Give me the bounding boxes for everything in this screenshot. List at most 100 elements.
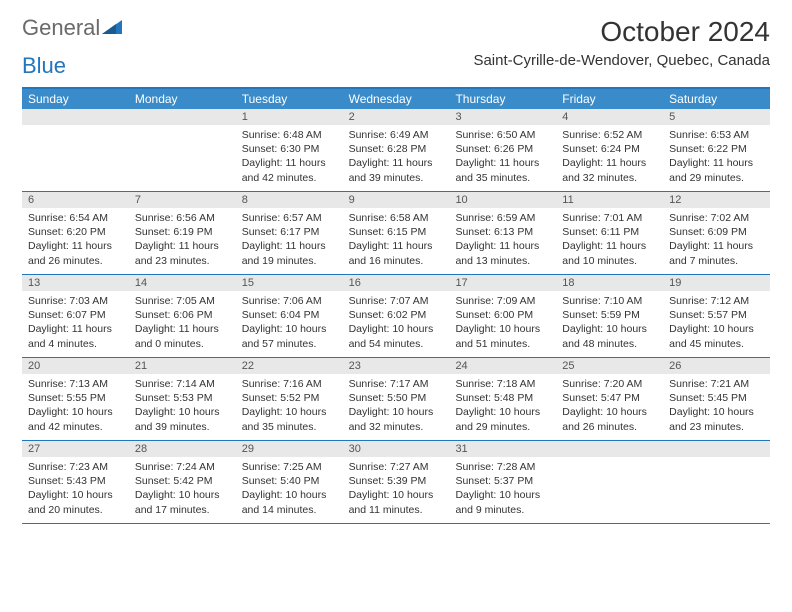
day-number: 27 [22,441,129,457]
day-cell: 19Sunrise: 7:12 AMSunset: 5:57 PMDayligh… [663,275,770,357]
sunrise: Sunrise: 7:21 AM [669,377,764,391]
day-cell: 6Sunrise: 6:54 AMSunset: 6:20 PMDaylight… [22,192,129,274]
daylight: Daylight: 11 hours and 19 minutes. [242,239,337,267]
day-number: 21 [129,358,236,374]
sunrise: Sunrise: 7:07 AM [349,294,444,308]
sunset: Sunset: 5:37 PM [455,474,550,488]
day-data: Sunrise: 7:16 AMSunset: 5:52 PMDaylight:… [236,374,343,440]
day-cell: 2Sunrise: 6:49 AMSunset: 6:28 PMDaylight… [343,109,450,191]
day-data: Sunrise: 6:48 AMSunset: 6:30 PMDaylight:… [236,125,343,191]
daylight: Daylight: 10 hours and 14 minutes. [242,488,337,516]
day-cell: 17Sunrise: 7:09 AMSunset: 6:00 PMDayligh… [449,275,556,357]
day-data: Sunrise: 6:50 AMSunset: 6:26 PMDaylight:… [449,125,556,191]
day-cell [556,441,663,523]
daylight: Daylight: 10 hours and 51 minutes. [455,322,550,350]
day-data: Sunrise: 6:56 AMSunset: 6:19 PMDaylight:… [129,208,236,274]
daylight: Daylight: 11 hours and 29 minutes. [669,156,764,184]
daylight: Daylight: 11 hours and 7 minutes. [669,239,764,267]
day-cell: 15Sunrise: 7:06 AMSunset: 6:04 PMDayligh… [236,275,343,357]
sunset: Sunset: 6:20 PM [28,225,123,239]
sunset: Sunset: 5:53 PM [135,391,230,405]
day-number: 20 [22,358,129,374]
sunset: Sunset: 5:50 PM [349,391,444,405]
day-number: 17 [449,275,556,291]
day-cell: 13Sunrise: 7:03 AMSunset: 6:07 PMDayligh… [22,275,129,357]
daylight: Daylight: 11 hours and 42 minutes. [242,156,337,184]
daylight: Daylight: 10 hours and 45 minutes. [669,322,764,350]
day-data: Sunrise: 7:20 AMSunset: 5:47 PMDaylight:… [556,374,663,440]
day-data: Sunrise: 7:01 AMSunset: 6:11 PMDaylight:… [556,208,663,274]
sunset: Sunset: 6:13 PM [455,225,550,239]
sunset: Sunset: 5:47 PM [562,391,657,405]
day-cell: 18Sunrise: 7:10 AMSunset: 5:59 PMDayligh… [556,275,663,357]
day-cell [663,441,770,523]
sunrise: Sunrise: 7:01 AM [562,211,657,225]
day-number: 16 [343,275,450,291]
daylight: Daylight: 11 hours and 23 minutes. [135,239,230,267]
daylight: Daylight: 10 hours and 11 minutes. [349,488,444,516]
day-cell: 5Sunrise: 6:53 AMSunset: 6:22 PMDaylight… [663,109,770,191]
month-title: October 2024 [473,16,770,48]
day-number: 24 [449,358,556,374]
day-cell: 29Sunrise: 7:25 AMSunset: 5:40 PMDayligh… [236,441,343,523]
day-number-empty [129,109,236,125]
day-data: Sunrise: 7:28 AMSunset: 5:37 PMDaylight:… [449,457,556,523]
sunrise: Sunrise: 7:17 AM [349,377,444,391]
sunrise: Sunrise: 7:05 AM [135,294,230,308]
day-number: 29 [236,441,343,457]
sunrise: Sunrise: 6:50 AM [455,128,550,142]
sunrise: Sunrise: 6:57 AM [242,211,337,225]
sunrise: Sunrise: 6:48 AM [242,128,337,142]
day-number: 9 [343,192,450,208]
sunset: Sunset: 6:09 PM [669,225,764,239]
sunset: Sunset: 5:40 PM [242,474,337,488]
day-data: Sunrise: 7:14 AMSunset: 5:53 PMDaylight:… [129,374,236,440]
sunset: Sunset: 6:02 PM [349,308,444,322]
day-cell: 10Sunrise: 6:59 AMSunset: 6:13 PMDayligh… [449,192,556,274]
day-data: Sunrise: 6:58 AMSunset: 6:15 PMDaylight:… [343,208,450,274]
sunset: Sunset: 6:24 PM [562,142,657,156]
sunset: Sunset: 6:15 PM [349,225,444,239]
day-number: 8 [236,192,343,208]
day-data: Sunrise: 7:25 AMSunset: 5:40 PMDaylight:… [236,457,343,523]
logo-text-a: General [22,17,100,39]
dow-wednesday: Wednesday [343,89,450,109]
day-data: Sunrise: 6:53 AMSunset: 6:22 PMDaylight:… [663,125,770,191]
sunrise: Sunrise: 7:16 AM [242,377,337,391]
day-cell: 3Sunrise: 6:50 AMSunset: 6:26 PMDaylight… [449,109,556,191]
sunset: Sunset: 6:19 PM [135,225,230,239]
day-cell: 31Sunrise: 7:28 AMSunset: 5:37 PMDayligh… [449,441,556,523]
day-cell: 25Sunrise: 7:20 AMSunset: 5:47 PMDayligh… [556,358,663,440]
title-block: October 2024 Saint-Cyrille-de-Wendover, … [473,16,770,69]
sunset: Sunset: 5:48 PM [455,391,550,405]
sunrise: Sunrise: 6:58 AM [349,211,444,225]
sunrise: Sunrise: 7:02 AM [669,211,764,225]
sunrise: Sunrise: 7:03 AM [28,294,123,308]
day-data: Sunrise: 7:07 AMSunset: 6:02 PMDaylight:… [343,291,450,357]
week-row: 1Sunrise: 6:48 AMSunset: 6:30 PMDaylight… [22,109,770,192]
weeks-container: 1Sunrise: 6:48 AMSunset: 6:30 PMDaylight… [22,109,770,524]
daylight: Daylight: 10 hours and 39 minutes. [135,405,230,433]
day-data: Sunrise: 7:18 AMSunset: 5:48 PMDaylight:… [449,374,556,440]
dow-sunday: Sunday [22,89,129,109]
logo: General [22,16,122,40]
daylight: Daylight: 11 hours and 39 minutes. [349,156,444,184]
day-number: 11 [556,192,663,208]
daylight: Daylight: 10 hours and 42 minutes. [28,405,123,433]
day-number: 7 [129,192,236,208]
day-number: 3 [449,109,556,125]
daylight: Daylight: 11 hours and 35 minutes. [455,156,550,184]
sunset: Sunset: 5:59 PM [562,308,657,322]
sunrise: Sunrise: 6:56 AM [135,211,230,225]
day-cell: 12Sunrise: 7:02 AMSunset: 6:09 PMDayligh… [663,192,770,274]
sunset: Sunset: 6:22 PM [669,142,764,156]
day-number: 4 [556,109,663,125]
sunset: Sunset: 6:04 PM [242,308,337,322]
sunrise: Sunrise: 7:14 AM [135,377,230,391]
sunrise: Sunrise: 7:06 AM [242,294,337,308]
sunset: Sunset: 5:43 PM [28,474,123,488]
day-cell: 8Sunrise: 6:57 AMSunset: 6:17 PMDaylight… [236,192,343,274]
sunrise: Sunrise: 7:12 AM [669,294,764,308]
day-cell: 21Sunrise: 7:14 AMSunset: 5:53 PMDayligh… [129,358,236,440]
daylight: Daylight: 10 hours and 57 minutes. [242,322,337,350]
